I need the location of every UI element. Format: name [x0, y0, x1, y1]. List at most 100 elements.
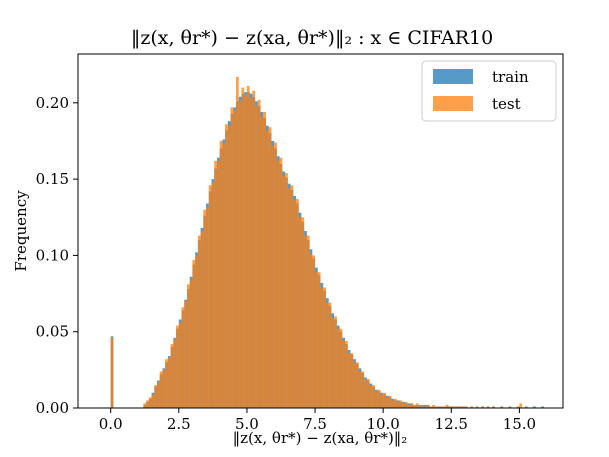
- test-bar: [301, 217, 305, 408]
- test-bar: [383, 392, 386, 408]
- test-bar: [151, 394, 155, 408]
- test-bar: [257, 99, 261, 408]
- test-bar: [374, 391, 378, 408]
- test-bar: [192, 259, 196, 408]
- test-bar: [186, 284, 190, 408]
- bars-layer: [110, 76, 544, 409]
- test-bar: [410, 403, 414, 408]
- test-bar: [167, 357, 171, 408]
- legend: train test: [421, 60, 557, 122]
- test-bar: [295, 198, 299, 408]
- test-bar: [244, 95, 247, 408]
- test-bar: [304, 235, 307, 408]
- test-bar: [459, 406, 463, 408]
- test-bar: [241, 87, 245, 408]
- test-bar: [407, 404, 411, 408]
- test-bar: [282, 176, 286, 408]
- y-axis: 0.00 0.05 0.10 0.15 0.20: [36, 94, 78, 417]
- test-bar: [317, 272, 321, 408]
- test-bar: [222, 144, 226, 408]
- test-bar: [434, 406, 438, 408]
- test-bar: [364, 379, 367, 408]
- test-bar: [345, 340, 348, 408]
- plot-frame: [77, 53, 564, 409]
- test-bar: [293, 200, 296, 408]
- test-bar: [203, 209, 207, 408]
- test-bar: [443, 406, 446, 408]
- y-tick-label: 0.20: [36, 94, 69, 112]
- test-bar: [165, 359, 168, 408]
- test-bar: [440, 406, 444, 408]
- test-bar: [361, 371, 365, 408]
- y-tick-label: 0.15: [36, 170, 69, 188]
- test-bar: [404, 401, 408, 408]
- x-tick-label: 0.0: [99, 415, 123, 433]
- test-bar: [500, 406, 504, 408]
- test-bar: [238, 101, 242, 409]
- test-bar: [236, 76, 239, 408]
- test-bar: [287, 188, 291, 408]
- test-bar: [252, 90, 256, 409]
- test-bar: [448, 406, 452, 408]
- test-bar: [233, 110, 237, 409]
- y-tick-label: 0.05: [36, 323, 69, 341]
- test-bar: [437, 406, 441, 408]
- test-bar: [377, 389, 381, 408]
- test-bar: [170, 343, 174, 408]
- test-bar: [143, 403, 147, 408]
- test-bar: [154, 385, 158, 408]
- test-bar: [418, 406, 422, 408]
- test-bar: [178, 322, 182, 408]
- test-bar: [350, 353, 354, 408]
- test-bar: [353, 362, 356, 408]
- test-bar: [508, 406, 512, 408]
- train-bar: [541, 406, 544, 408]
- test-bar: [454, 406, 457, 408]
- test-bar: [148, 397, 152, 408]
- test-bar: [206, 208, 209, 408]
- legend-label-train: train: [492, 68, 529, 86]
- test-bar: [464, 406, 468, 408]
- test-bar: [181, 307, 185, 408]
- test-bar: [451, 406, 455, 408]
- test-bar: [225, 124, 228, 408]
- test-bar: [146, 400, 149, 408]
- test-bar: [445, 404, 449, 408]
- test-bar: [328, 302, 332, 408]
- test-bar: [268, 127, 272, 409]
- test-bar: [413, 404, 416, 408]
- test-bar: [216, 160, 220, 408]
- test-bar: [312, 255, 316, 408]
- test-bar: [339, 328, 343, 408]
- test-bar: [260, 116, 264, 408]
- test-bar: [263, 111, 266, 408]
- test-bar: [394, 398, 397, 408]
- test-bar: [197, 235, 201, 408]
- test-bar: [306, 235, 310, 408]
- test-bar: [298, 217, 302, 408]
- test-bar: [421, 404, 425, 408]
- test-bar: [230, 107, 234, 408]
- x-axis: 0.0 2.5 5.0 7.5 10.0 12.5 15.0: [99, 408, 536, 433]
- test-bar: [211, 182, 215, 408]
- test-bar: [276, 160, 280, 408]
- test-bar: [391, 400, 395, 408]
- test-bar: [366, 379, 370, 408]
- test-bar: [462, 406, 465, 408]
- test-bar: [388, 395, 392, 408]
- test-bar: [208, 185, 212, 408]
- test-bar: [481, 406, 484, 408]
- test-bar: [189, 279, 193, 408]
- train-bar: [533, 406, 536, 408]
- x-tick-label: 12.5: [435, 415, 468, 433]
- series-test: [110, 76, 528, 409]
- test-bar: [214, 160, 217, 408]
- legend-swatch-train: [433, 69, 473, 84]
- test-bar: [402, 403, 405, 408]
- test-bar: [285, 173, 288, 408]
- test-bar: [200, 231, 204, 408]
- test-bar: [336, 328, 340, 408]
- test-bar: [173, 339, 177, 408]
- legend-swatch-test: [433, 96, 473, 111]
